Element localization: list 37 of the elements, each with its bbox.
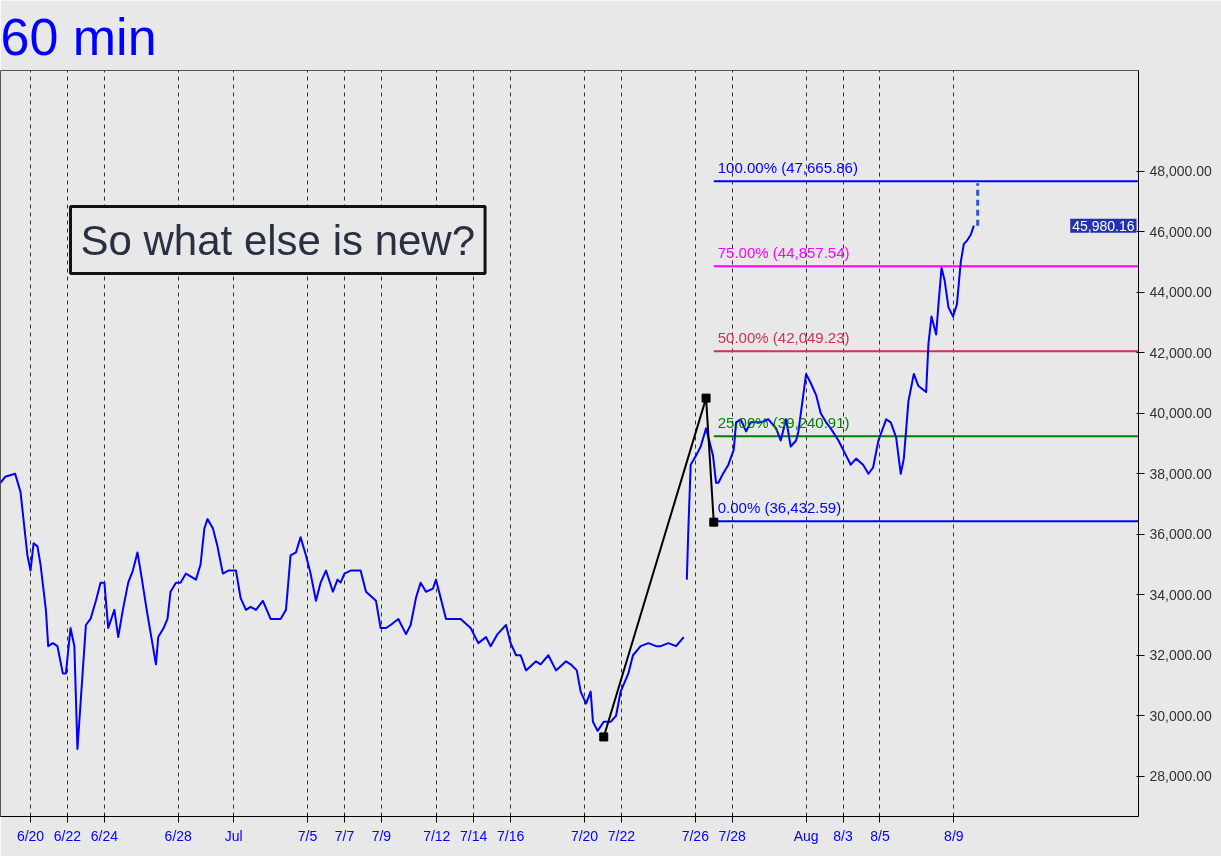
- x-tick-label: Jul: [224, 827, 243, 844]
- y-tick-label: 44,000.00: [1149, 284, 1212, 301]
- x-tick-label: 7/7: [334, 827, 355, 844]
- x-tick-label: 6/20: [16, 827, 45, 844]
- y-tick-label: 46,000.00: [1149, 223, 1212, 240]
- x-tick-label: 6/24: [90, 827, 119, 844]
- x-tick-label: 7/5: [297, 827, 318, 844]
- x-tick-label: 7/26: [681, 827, 710, 844]
- x-tick-label: 8/3: [833, 827, 853, 844]
- y-tick-label: 34,000.00: [1149, 586, 1212, 603]
- annotation: So what else is new?: [80, 216, 476, 264]
- ref-line-label: 0.00% (36,432.59): [717, 499, 842, 517]
- y-tick-label: 42,000.00: [1149, 344, 1212, 361]
- x-tick-label: 7/16: [497, 827, 525, 844]
- y-tick-label: 28,000.00: [1149, 768, 1212, 785]
- ref-line-label: 100.00% (47,665.86): [717, 159, 858, 177]
- x-tick-label: 8/9: [944, 827, 964, 844]
- x-tick-label: 7/20: [570, 827, 599, 844]
- x-tick-label: Aug: [793, 827, 819, 844]
- x-tick-label: 7/12: [423, 827, 451, 844]
- x-tick-label: 6/28: [164, 827, 193, 844]
- x-tick-label: 7/22: [607, 827, 636, 844]
- annotation: 45,980.16: [1072, 217, 1135, 234]
- y-tick-label: 32,000.00: [1149, 647, 1212, 664]
- x-tick-label: 7/28: [718, 827, 747, 844]
- x-tick-label: 7/14: [460, 827, 488, 844]
- y-tick-label: 38,000.00: [1149, 465, 1212, 482]
- x-tick-label: 8/5: [870, 827, 890, 844]
- y-tick-label: 40,000.00: [1149, 405, 1212, 422]
- x-tick-label: 6/22: [53, 827, 82, 844]
- ref-line-label: 75.00% (44,857.54): [717, 244, 850, 262]
- y-tick-label: 30,000.00: [1149, 707, 1212, 724]
- chart-title: 60 min: [0, 7, 157, 66]
- y-tick-label: 48,000.00: [1149, 163, 1212, 180]
- ref-line-label: 50.00% (42,049.23): [717, 329, 850, 347]
- y-tick-label: 36,000.00: [1149, 526, 1212, 543]
- x-tick-label: 7/9: [371, 827, 392, 844]
